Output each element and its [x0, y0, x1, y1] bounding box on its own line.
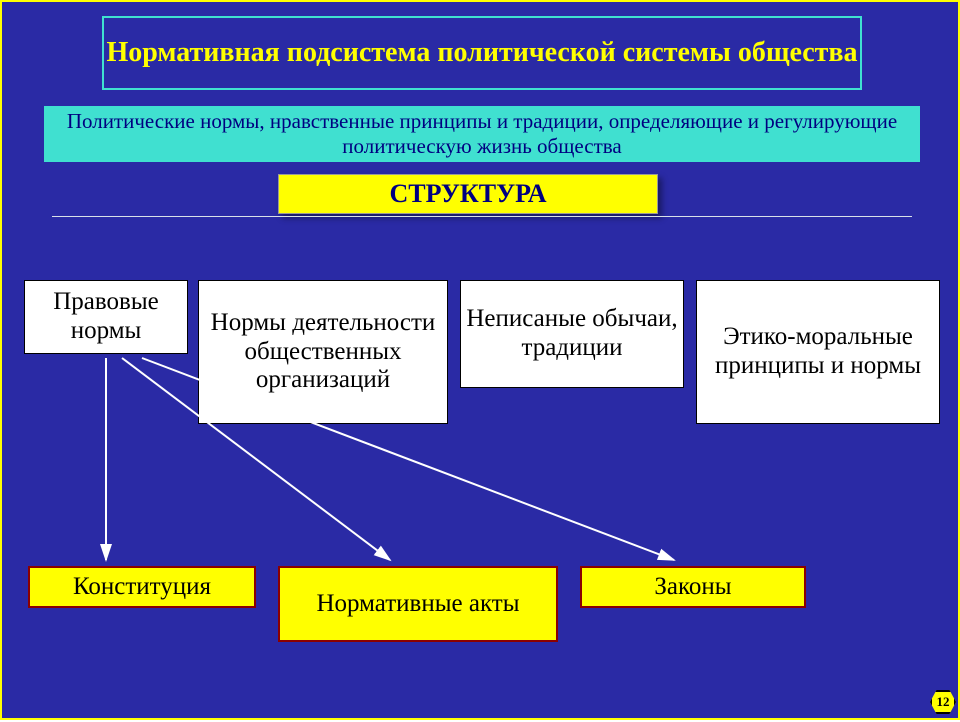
title-box: Нормативная подсистема политической сист…	[102, 16, 862, 90]
category-text: Этико-моральные принципы и нормы	[701, 323, 935, 381]
category-customs: Неписаные обычаи, традиции	[460, 280, 684, 388]
page-number-badge: 12	[930, 690, 956, 714]
category-ethics: Этико-моральные принципы и нормы	[696, 280, 940, 424]
category-org-norms: Нормы деятельности общественных организа…	[198, 280, 448, 424]
slide: Нормативная подсистема политической сист…	[0, 0, 960, 720]
subitem-normative-acts: Нормативные акты	[278, 566, 558, 642]
subtitle-text: Политические нормы, нравственные принцип…	[54, 109, 910, 159]
subitem-text: Конституция	[73, 573, 211, 602]
structure-text: СТРУКТУРА	[389, 179, 546, 209]
category-text: Нормы деятельности общественных организа…	[203, 309, 443, 395]
divider-line	[52, 216, 912, 217]
subtitle-box: Политические нормы, нравственные принцип…	[44, 106, 920, 162]
page-number: 12	[937, 694, 950, 710]
title-text: Нормативная подсистема политической сист…	[106, 37, 857, 69]
category-text: Правовые нормы	[29, 288, 183, 346]
category-text: Неписаные обычаи, традиции	[465, 305, 679, 363]
subitem-constitution: Конституция	[28, 566, 256, 608]
category-legal-norms: Правовые нормы	[24, 280, 188, 354]
subitem-text: Нормативные акты	[316, 590, 519, 619]
structure-label: СТРУКТУРА	[278, 174, 658, 214]
subitem-text: Законы	[654, 573, 731, 602]
subitem-laws: Законы	[580, 566, 806, 608]
